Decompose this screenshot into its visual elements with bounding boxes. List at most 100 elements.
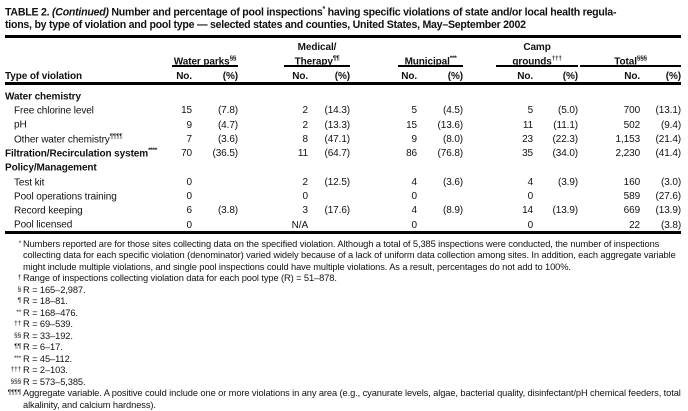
footnote: * Numbers reported are for those sites co…	[5, 239, 684, 274]
cell: (8.0)	[442, 133, 464, 145]
footnote-marker: ¶	[17, 297, 22, 305]
cell: 2	[302, 176, 309, 188]
footnote-marker: †††	[10, 366, 22, 374]
cell	[350, 159, 417, 173]
cell: 11	[522, 119, 534, 131]
cell: 4	[411, 205, 418, 217]
footnote-marker: †††	[551, 54, 562, 62]
cell: (5.0)	[557, 105, 579, 117]
footnote: ** R = 168–476.	[5, 308, 684, 320]
cell: 669	[623, 205, 641, 217]
cell: (8.9)	[442, 205, 464, 217]
corner-cell	[5, 36, 162, 67]
col-no-header: No.	[578, 66, 640, 85]
cell	[463, 83, 533, 102]
footnote-text: R = 18–81.	[23, 296, 68, 307]
cell: 2	[302, 119, 309, 131]
footnote: †† R = 69–539.	[5, 319, 684, 331]
footnote-text: R = 573–5,385.	[23, 376, 86, 387]
cell: 8	[302, 133, 309, 145]
group-header-medical-therapy: Medical/Therapy¶¶	[238, 36, 351, 67]
cell: 0	[302, 191, 309, 203]
col-pct-header: (%)	[533, 66, 578, 85]
column-subheader-row: Type of violation No. (%) No. (%) No. (%) N…	[5, 66, 681, 85]
cell: (14.3)	[324, 105, 351, 117]
cell	[640, 159, 681, 173]
cell: 23	[522, 133, 534, 145]
cell: (3.9)	[557, 176, 579, 188]
cell: (17.6)	[324, 205, 351, 217]
footnote-marker: **	[16, 308, 21, 316]
cell: (3.8)	[640, 216, 681, 234]
cell: (41.4)	[655, 148, 682, 160]
footnote-marker: †	[17, 274, 22, 282]
cell: 11	[297, 148, 309, 160]
table-row: Pool operations training 0 0 0 0 589 (27.6)	[5, 188, 681, 202]
cell	[533, 83, 578, 102]
table-row: Other water chemistry¶¶¶¶ 7 (3.6) 8 (47.1) 9…	[14, 132, 682, 145]
cell	[308, 188, 350, 202]
cell	[238, 83, 308, 102]
cell: (21.4)	[655, 133, 682, 145]
footnote-text: R = 2–103.	[23, 365, 68, 376]
cell: 5	[411, 105, 418, 117]
cell: 70	[181, 148, 192, 160]
group-header-total: Total§§§	[578, 36, 682, 67]
cell: 0	[527, 191, 534, 203]
cell: (13.3)	[324, 119, 351, 131]
footnote: † Range of inspections collecting violati…	[5, 273, 684, 285]
column-group-header-row: Water parks§§ Medical/Therapy¶¶ Municipa…	[5, 36, 682, 67]
table-row: Pool licensed 0 N/A 0 0 22 (3.8)	[5, 216, 681, 234]
cell: (9.4)	[660, 119, 682, 131]
cell: 2,230	[615, 148, 641, 160]
footnote-marker: ¶¶¶¶	[7, 389, 22, 397]
col-pct-header: (%)	[640, 66, 681, 85]
col-no-header: No.	[238, 66, 308, 85]
footnote: ¶¶¶¶ Aggregate variable. A positive could…	[5, 388, 684, 411]
row-header-label: Type of violation	[5, 66, 162, 85]
cell: (3.0)	[660, 176, 682, 188]
table-row: Record keeping 6 (3.8) 3 (17.6) 4 (8.9) 14 (13.…	[5, 202, 681, 216]
footnote-text: R = 69–539.	[23, 319, 73, 330]
cell: (27.6)	[655, 191, 682, 203]
cell	[192, 159, 238, 173]
footnotes: * Numbers reported are for those sites co…	[5, 239, 684, 411]
cell	[578, 159, 640, 173]
table-row: pH 9 (4.7) 2 (13.3) 15 (13.6) 11 (11.1) 502 (9.4)	[5, 116, 682, 131]
cell: 9	[411, 133, 418, 145]
cell: 2	[302, 105, 309, 117]
cell: (7.8)	[217, 105, 239, 117]
cell: 5	[527, 105, 534, 117]
footnote: ††† R = 2–103.	[5, 365, 684, 377]
cell	[463, 159, 533, 173]
violations-table: Water parks§§ Medical/Therapy¶¶ Municipa…	[5, 34, 682, 234]
footnote-marker: *	[18, 239, 22, 247]
cell	[578, 83, 640, 102]
cell: 3	[302, 205, 309, 217]
cell: 0	[186, 176, 193, 188]
table-row: Free chlorine level 15 (7.8) 2 (14.3) 5 (4.5)…	[5, 102, 681, 116]
col-no-header: No.	[463, 66, 533, 85]
footnote-marker: §§§	[10, 377, 22, 385]
footnote-text: Range of inspections collecting violatio…	[23, 273, 337, 284]
footnote: § R = 165–2,987.	[5, 285, 684, 297]
cell: (13.9)	[552, 205, 579, 217]
cell: (13.6)	[437, 119, 464, 131]
cell: 14	[522, 205, 534, 217]
footnote-marker: §§	[229, 54, 237, 62]
cell	[533, 159, 578, 173]
footnote-text: Aggregate variable. A positive could inc…	[23, 388, 681, 410]
cell: 4	[527, 176, 534, 188]
group-header-municipal: Municipal***	[350, 36, 464, 67]
title-text: Number and percentage of pool inspection…	[111, 6, 323, 19]
cell: (3.8)	[217, 205, 239, 217]
table-row: Test kit 0 2 (12.5) 4 (3.6) 4 (3.9) 160 (3.0)	[5, 174, 681, 188]
footnote-marker: ¶¶	[332, 54, 340, 62]
table-title: TABLE 2. (Continued) Number and percenta…	[5, 4, 684, 32]
cell: 0	[350, 216, 417, 234]
cell: (34.0)	[552, 148, 579, 160]
col-pct-header: (%)	[417, 66, 463, 85]
cell: 86	[406, 148, 418, 160]
cell: 9	[186, 119, 193, 131]
